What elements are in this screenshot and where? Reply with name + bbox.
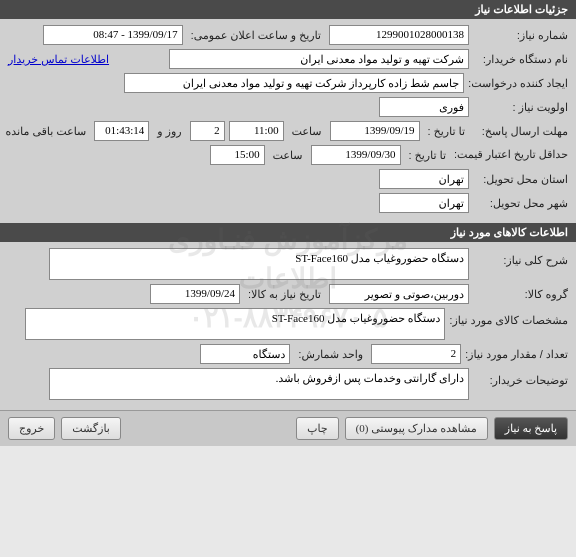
exit-button[interactable]: خروج (8, 417, 55, 440)
buyer-notes-label: توضیحات خریدار: (473, 368, 568, 387)
product-spec-input[interactable] (25, 308, 445, 340)
buyer-org-label: نام دستگاه خریدار: (473, 53, 568, 66)
buyer-org-input[interactable] (169, 49, 469, 69)
print-button[interactable]: چاپ (296, 417, 339, 440)
need-date-label: تاریخ نیاز به کالا: (244, 288, 325, 301)
validity-label: حداقل تاریخ اعتبار قیمت: (454, 148, 568, 162)
delivery-province-label: استان محل تحویل: (473, 173, 568, 186)
validity-date-input[interactable] (311, 145, 401, 165)
requester-input[interactable] (124, 73, 464, 93)
validity-time-input[interactable] (210, 145, 265, 165)
buyer-notes-input[interactable] (49, 368, 469, 400)
priority-input[interactable] (379, 97, 469, 117)
response-days-label: روز و (153, 125, 185, 138)
delivery-city-input[interactable] (379, 193, 469, 213)
product-group-label: گروه کالا: (473, 288, 568, 301)
button-bar: پاسخ به نیاز مشاهده مدارک پیوستی (0) چاپ… (0, 410, 576, 446)
announce-datetime-label: تاریخ و ساعت اعلان عمومی: (187, 29, 325, 42)
requester-label: ایجاد کننده درخواست: (468, 77, 568, 90)
general-desc-input[interactable] (49, 248, 469, 280)
product-group-input[interactable] (329, 284, 469, 304)
announce-datetime-input[interactable] (43, 25, 183, 45)
response-remain-input[interactable] (94, 121, 149, 141)
response-deadline-label: مهلت ارسال پاسخ: (473, 125, 568, 138)
section1-body: شماره نیاز: تاریخ و ساعت اعلان عمومی: نا… (0, 19, 576, 223)
priority-label: اولویت نیاز : (473, 101, 568, 114)
respond-button[interactable]: پاسخ به نیاز (494, 417, 568, 440)
response-date-input[interactable] (330, 121, 420, 141)
section2-body: شرح کلی نیاز: گروه کالا: تاریخ نیاز به ک… (0, 242, 576, 410)
validity-time-label: ساعت (269, 149, 307, 162)
request-number-input[interactable] (329, 25, 469, 45)
need-date-input[interactable] (150, 284, 240, 304)
response-time-input[interactable] (229, 121, 284, 141)
section2-header: اطلاعات کالاهای مورد نیاز (0, 223, 576, 242)
contact-buyer-link[interactable]: اطلاعات تماس خریدار (8, 53, 109, 66)
section1-header: جزئیات اطلاعات نیاز (0, 0, 576, 19)
quantity-input[interactable] (371, 344, 461, 364)
response-remain-label: ساعت باقی مانده (2, 125, 91, 138)
back-button[interactable]: بازگشت (61, 417, 121, 440)
unit-label: واحد شمارش: (294, 348, 367, 361)
response-todate-label: تا تاریخ : (424, 125, 469, 138)
attachments-button[interactable]: مشاهده مدارک پیوستی (0) (345, 417, 488, 440)
unit-input[interactable] (200, 344, 290, 364)
delivery-city-label: شهر محل تحویل: (473, 197, 568, 210)
delivery-province-input[interactable] (379, 169, 469, 189)
response-time-label: ساعت (288, 125, 326, 138)
product-spec-label: مشخصات کالای مورد نیاز: (449, 308, 568, 328)
request-number-label: شماره نیاز: (473, 29, 568, 42)
general-desc-label: شرح کلی نیاز: (473, 248, 568, 267)
response-days-input[interactable] (190, 121, 225, 141)
validity-todate-label: تا تاریخ : (405, 149, 450, 162)
quantity-label: تعداد / مقدار مورد نیاز: (465, 348, 568, 361)
